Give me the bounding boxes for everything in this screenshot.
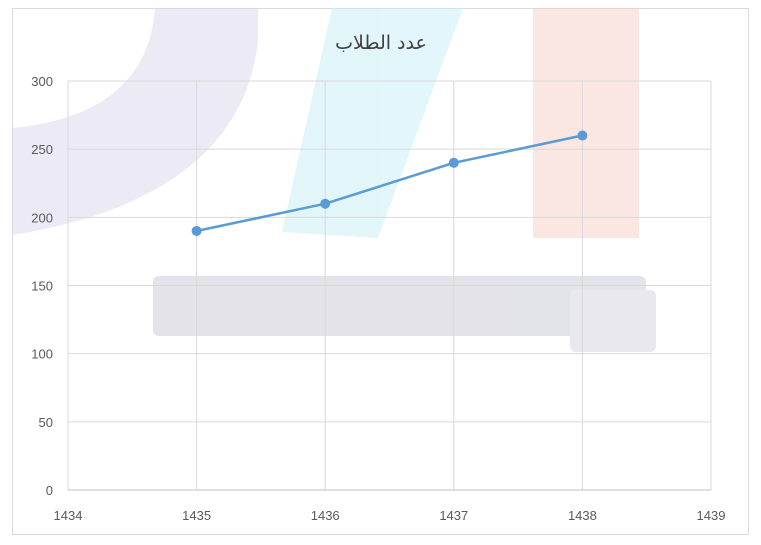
y-tick-label: 250 bbox=[31, 142, 53, 157]
y-tick-label: 100 bbox=[31, 347, 53, 362]
y-tick-label: 200 bbox=[31, 210, 53, 225]
series-line bbox=[195, 134, 584, 233]
y-tick-label: 150 bbox=[31, 279, 53, 294]
watermark-shape-red bbox=[533, 8, 639, 238]
y-tick-label: 0 bbox=[46, 483, 53, 498]
background-watermark bbox=[12, 8, 656, 352]
series bbox=[191, 130, 588, 236]
chart-title: عدد الطلاب bbox=[335, 32, 427, 54]
data-point bbox=[577, 130, 588, 141]
data-point bbox=[448, 157, 459, 168]
y-tick-label: 50 bbox=[39, 415, 53, 430]
watermark-shape-gray bbox=[153, 276, 646, 336]
x-tick-label: 1434 bbox=[54, 508, 83, 523]
x-tick-label: 1435 bbox=[182, 508, 211, 523]
axis-labels: 0 50 100 150 200 250 300 1434 1435 1436 1437 1438 14… bbox=[31, 74, 725, 523]
data-point bbox=[320, 198, 331, 209]
x-tick-label: 1438 bbox=[568, 508, 597, 523]
x-tick-label: 1437 bbox=[439, 508, 468, 523]
x-tick-label: 1439 bbox=[697, 508, 726, 523]
watermark-shape-gray-tail bbox=[570, 290, 656, 352]
watermark-shape-purple bbox=[12, 8, 258, 235]
data-point bbox=[191, 225, 202, 236]
watermark-shape-cyan bbox=[282, 8, 463, 238]
grid bbox=[67, 80, 712, 491]
x-tick-label: 1436 bbox=[311, 508, 340, 523]
y-tick-label: 300 bbox=[31, 74, 53, 89]
